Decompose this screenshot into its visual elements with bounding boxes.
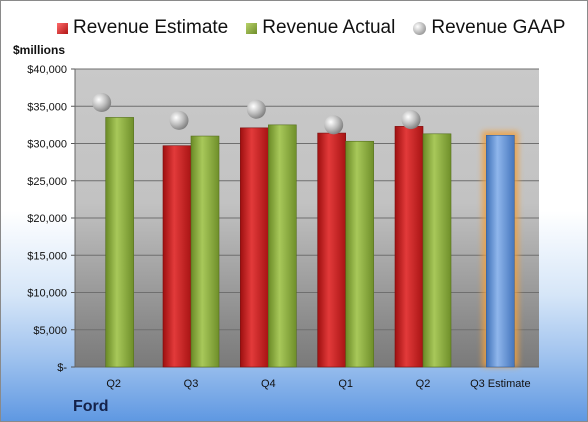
y-tick-label: $30,000: [27, 139, 67, 151]
point-revenue-gaap: [92, 93, 112, 113]
y-tick-label: $40,000: [27, 64, 67, 76]
point-revenue-gaap: [246, 99, 266, 119]
point-revenue-gaap: [324, 115, 344, 135]
bar-revenue-actual: [105, 117, 134, 368]
x-tick-label: Q4: [261, 378, 276, 390]
legend-swatch-estimate: [57, 22, 68, 34]
legend-item-estimate: Revenue Estimate: [57, 17, 228, 39]
legend-label-estimate: Revenue Estimate: [73, 17, 229, 38]
x-tick-label: Q3 Estimate: [470, 378, 531, 390]
y-tick-label: $10,000: [27, 288, 67, 300]
x-tick-label: Q3: [184, 378, 199, 390]
point-revenue-gaap: [401, 110, 421, 130]
y-tick-label: $5,000: [33, 325, 67, 337]
bar-revenue-actual: [268, 124, 297, 368]
y-tick-label: $-: [57, 362, 67, 374]
bar-revenue-estimate: [162, 145, 192, 368]
legend-label-gaap: Revenue GAAP: [431, 17, 566, 38]
point-revenue-gaap: [169, 110, 189, 130]
bar-revenue-estimate: [394, 126, 424, 368]
x-tick-label: Q1: [338, 378, 353, 390]
x-tick-label: Q2: [416, 378, 431, 390]
bar-revenue-actual: [345, 140, 374, 368]
legend-item-gaap: Revenue GAAP: [413, 17, 565, 39]
bar-revenue-estimate: [240, 127, 269, 368]
legend-label-actual: Revenue Actual: [262, 17, 396, 38]
legend-swatch-actual: [246, 22, 258, 34]
y-tick-label: $20,000: [27, 213, 67, 225]
y-tick-label: $15,000: [27, 250, 67, 262]
legend: Revenue Estimate Revenue Actual Revenue …: [57, 17, 565, 39]
company-name: Ford: [73, 398, 109, 415]
bar-revenue-estimate-forecast: [486, 135, 515, 368]
legend-swatch-gaap: [413, 21, 427, 35]
y-axis-label: $millions: [13, 43, 66, 57]
bar-revenue-actual: [190, 135, 220, 368]
legend-item-actual: Revenue Actual: [246, 17, 395, 39]
y-tick-label: $25,000: [27, 176, 67, 188]
x-tick-label: Q2: [106, 378, 121, 390]
y-tick-label: $35,000: [27, 101, 67, 113]
bar-revenue-estimate: [317, 132, 346, 368]
bar-revenue-actual: [422, 133, 452, 368]
